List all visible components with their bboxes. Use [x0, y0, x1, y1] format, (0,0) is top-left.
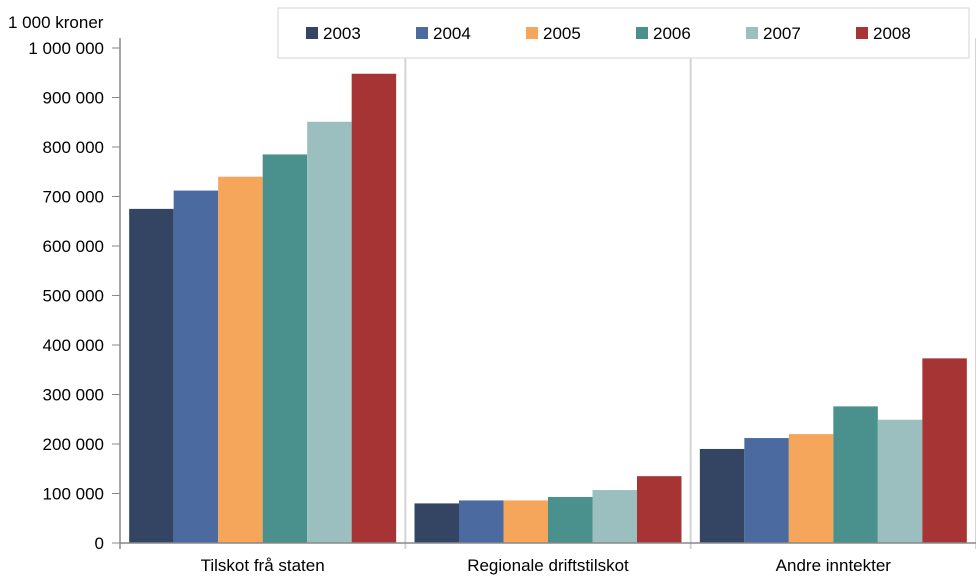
bar [744, 438, 789, 543]
y-tick-label: 0 [95, 534, 104, 553]
y-tick-label: 500 000 [43, 287, 104, 306]
y-axis-unit-label: 1 000 kroner [8, 13, 104, 32]
legend-label: 2003 [323, 24, 361, 43]
legend-swatch [416, 27, 428, 39]
y-tick-label: 600 000 [43, 237, 104, 256]
y-tick-label: 900 000 [43, 89, 104, 108]
category-label: Tilskot frå staten [201, 556, 325, 575]
y-tick-label: 200 000 [43, 435, 104, 454]
bars [129, 73, 967, 544]
legend-swatch [636, 27, 648, 39]
y-tick-label: 800 000 [43, 138, 104, 157]
legend-label: 2004 [433, 24, 471, 43]
legend-swatch [306, 27, 318, 39]
bar [877, 419, 923, 543]
category-labels: Tilskot frå staten Regionale driftstilsko… [201, 556, 892, 575]
legend-label: 2006 [653, 24, 691, 43]
y-axis-ticks: 0 100 000 200 000 300 000 400 000 500 000 600 … [28, 39, 120, 553]
category-label: Regionale driftstilskot [467, 556, 629, 575]
bar [414, 503, 459, 543]
bar [699, 448, 745, 543]
bar [788, 434, 834, 543]
legend-label: 2007 [763, 24, 801, 43]
legend: 2003 2004 2005 2006 2007 2008 [277, 7, 970, 59]
legend-swatch [856, 27, 868, 39]
y-tick-label: 400 000 [43, 336, 104, 355]
bar [592, 490, 637, 543]
bar [218, 176, 263, 543]
category-label: Andre inntekter [776, 556, 892, 575]
y-tick-label: 700 000 [43, 188, 104, 207]
bar [637, 476, 682, 543]
bar [459, 500, 504, 543]
bar [173, 190, 219, 543]
bar [262, 154, 308, 544]
bar [922, 358, 967, 543]
legend-swatch [746, 27, 758, 39]
bar [129, 208, 174, 543]
legend-swatch [526, 27, 538, 39]
y-tick-label: 1 000 000 [28, 39, 104, 58]
y-tick-label: 300 000 [43, 386, 104, 405]
y-tick-label: 100 000 [43, 485, 104, 504]
legend-label: 2005 [543, 24, 581, 43]
bar [307, 121, 352, 543]
bar [503, 500, 548, 543]
bar [833, 406, 878, 543]
bar [548, 496, 593, 543]
legend-label: 2008 [873, 24, 911, 43]
legend-box [277, 7, 970, 59]
grid-lines [119, 38, 976, 549]
bar [351, 73, 397, 544]
